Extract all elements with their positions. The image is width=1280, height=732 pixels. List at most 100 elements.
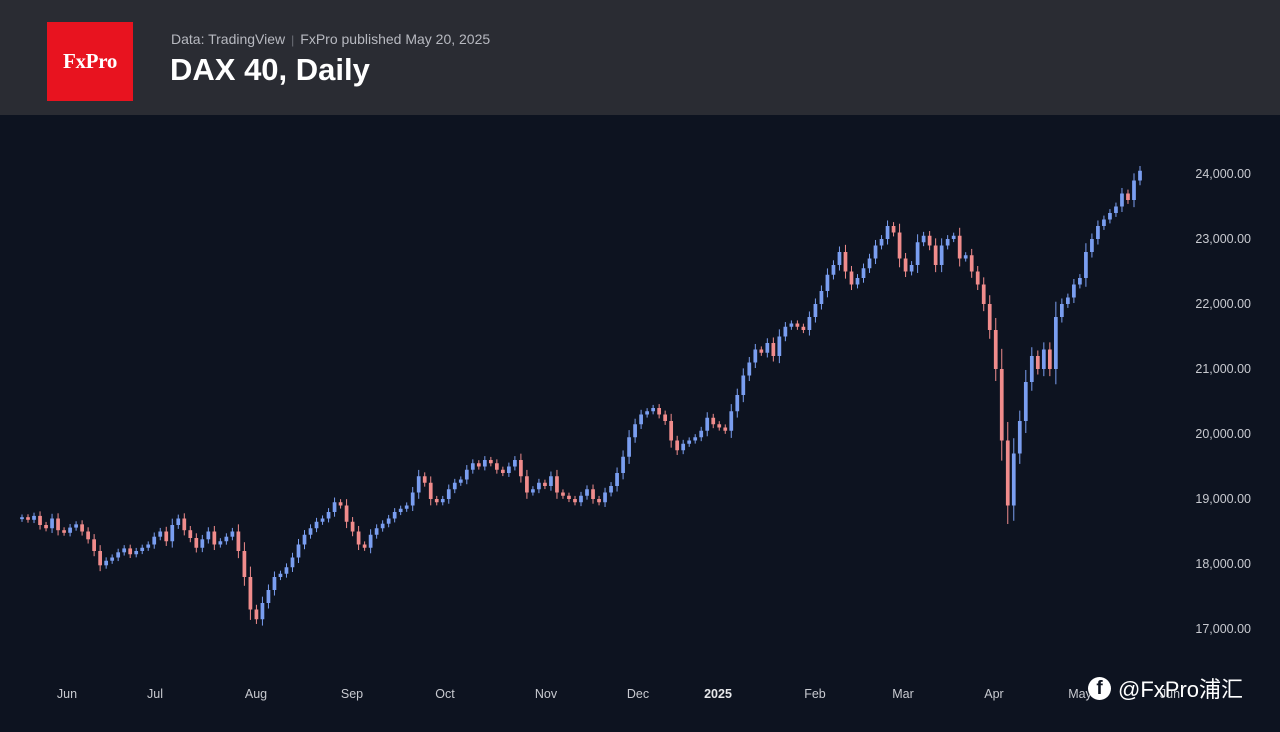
candle: [404, 502, 409, 512]
candle-body: [741, 375, 746, 395]
candle-body: [1059, 304, 1064, 317]
candle-body: [693, 437, 698, 441]
candle: [1035, 350, 1040, 375]
candle: [513, 456, 517, 471]
candle: [356, 525, 361, 551]
candle-body: [687, 440, 692, 444]
candle: [494, 459, 499, 474]
candle-body: [681, 443, 686, 451]
candle-body: [1096, 226, 1100, 239]
candle-body: [470, 463, 475, 470]
candle: [1011, 438, 1016, 521]
chart-title: DAX 40, Daily: [170, 52, 370, 87]
candle-body: [362, 544, 367, 548]
candle: [278, 570, 283, 581]
candle: [1132, 173, 1136, 208]
candle-body: [242, 551, 247, 577]
candle-body: [1084, 252, 1088, 278]
candle: [759, 346, 764, 356]
candle-body: [434, 499, 439, 503]
x-tick-label: Jun: [57, 687, 77, 701]
candle-body: [272, 577, 277, 590]
candle-body: [146, 544, 151, 548]
candle: [585, 485, 589, 500]
candle: [116, 548, 121, 562]
x-tick-label: Apr: [984, 687, 1003, 701]
y-tick-label: 17,000.00: [1195, 622, 1251, 636]
candle-body: [795, 323, 800, 327]
candle-body: [543, 482, 547, 486]
candle: [392, 508, 397, 523]
candle-body: [404, 505, 409, 509]
watermark-text: @FxPro浦汇: [1118, 677, 1244, 702]
candle: [675, 435, 680, 455]
published-label: FxPro published May 20, 2025: [300, 31, 491, 47]
candle-body: [158, 531, 163, 537]
candle-body: [38, 515, 42, 525]
candle: [681, 439, 686, 455]
candle-body: [789, 323, 794, 327]
candle: [164, 526, 169, 546]
candle: [482, 456, 487, 471]
candle-body: [110, 557, 115, 561]
candle-body: [927, 235, 932, 246]
candle-body: [759, 349, 764, 353]
candle: [639, 409, 643, 429]
candle: [909, 261, 914, 276]
y-tick-label: 18,000.00: [1195, 557, 1251, 571]
x-tick-label: Feb: [804, 687, 826, 701]
candle-body: [92, 539, 96, 551]
watermark: f @FxPro浦汇: [1088, 672, 1243, 704]
candle-body: [513, 460, 517, 467]
candle: [1005, 421, 1010, 525]
candle: [248, 566, 253, 620]
candle-body: [771, 343, 776, 356]
candle: [1126, 189, 1130, 204]
candle-body: [290, 557, 295, 568]
candle: [1138, 166, 1142, 186]
candle: [609, 482, 613, 497]
candle-body: [488, 460, 493, 464]
candle-body: [945, 239, 950, 246]
candle: [819, 285, 824, 310]
candle-body: [639, 414, 643, 425]
candle: [476, 460, 481, 470]
candle-body: [939, 245, 944, 265]
chart-meta: Data: TradingView | FxPro published May 20…: [171, 31, 490, 47]
candle: [783, 322, 788, 342]
candle-body: [1132, 180, 1136, 200]
candle: [200, 534, 205, 553]
candle: [1072, 278, 1076, 304]
candle-body: [278, 573, 283, 577]
candle-body: [32, 515, 36, 520]
candle: [176, 514, 181, 529]
x-tick-label: May: [1068, 687, 1092, 701]
candle-body: [80, 524, 84, 532]
candle: [1029, 347, 1034, 391]
candle-body: [999, 369, 1004, 441]
candle-body: [603, 492, 607, 503]
candle-body: [236, 531, 241, 551]
candle-body: [531, 489, 535, 493]
candle: [1017, 410, 1022, 464]
candle: [296, 538, 301, 564]
candle: [446, 484, 451, 504]
candle-body: [567, 495, 571, 499]
candle-body: [699, 430, 704, 438]
candle: [422, 472, 427, 487]
candle: [567, 492, 571, 503]
y-tick-label: 22,000.00: [1195, 297, 1251, 311]
candle: [801, 323, 806, 334]
candle: [110, 554, 115, 564]
candle: [627, 430, 631, 464]
candle-body: [981, 284, 986, 304]
candle-body: [476, 463, 481, 467]
candle: [981, 277, 986, 312]
candle-body: [891, 226, 896, 233]
y-axis: 24,000.00 23,000.00 22,000.00 21,000.00 20,0…: [1195, 167, 1251, 636]
candle: [555, 469, 559, 499]
candle-body: [1120, 193, 1124, 207]
candle: [272, 571, 277, 596]
candle-body: [921, 235, 926, 243]
candle: [969, 248, 974, 278]
